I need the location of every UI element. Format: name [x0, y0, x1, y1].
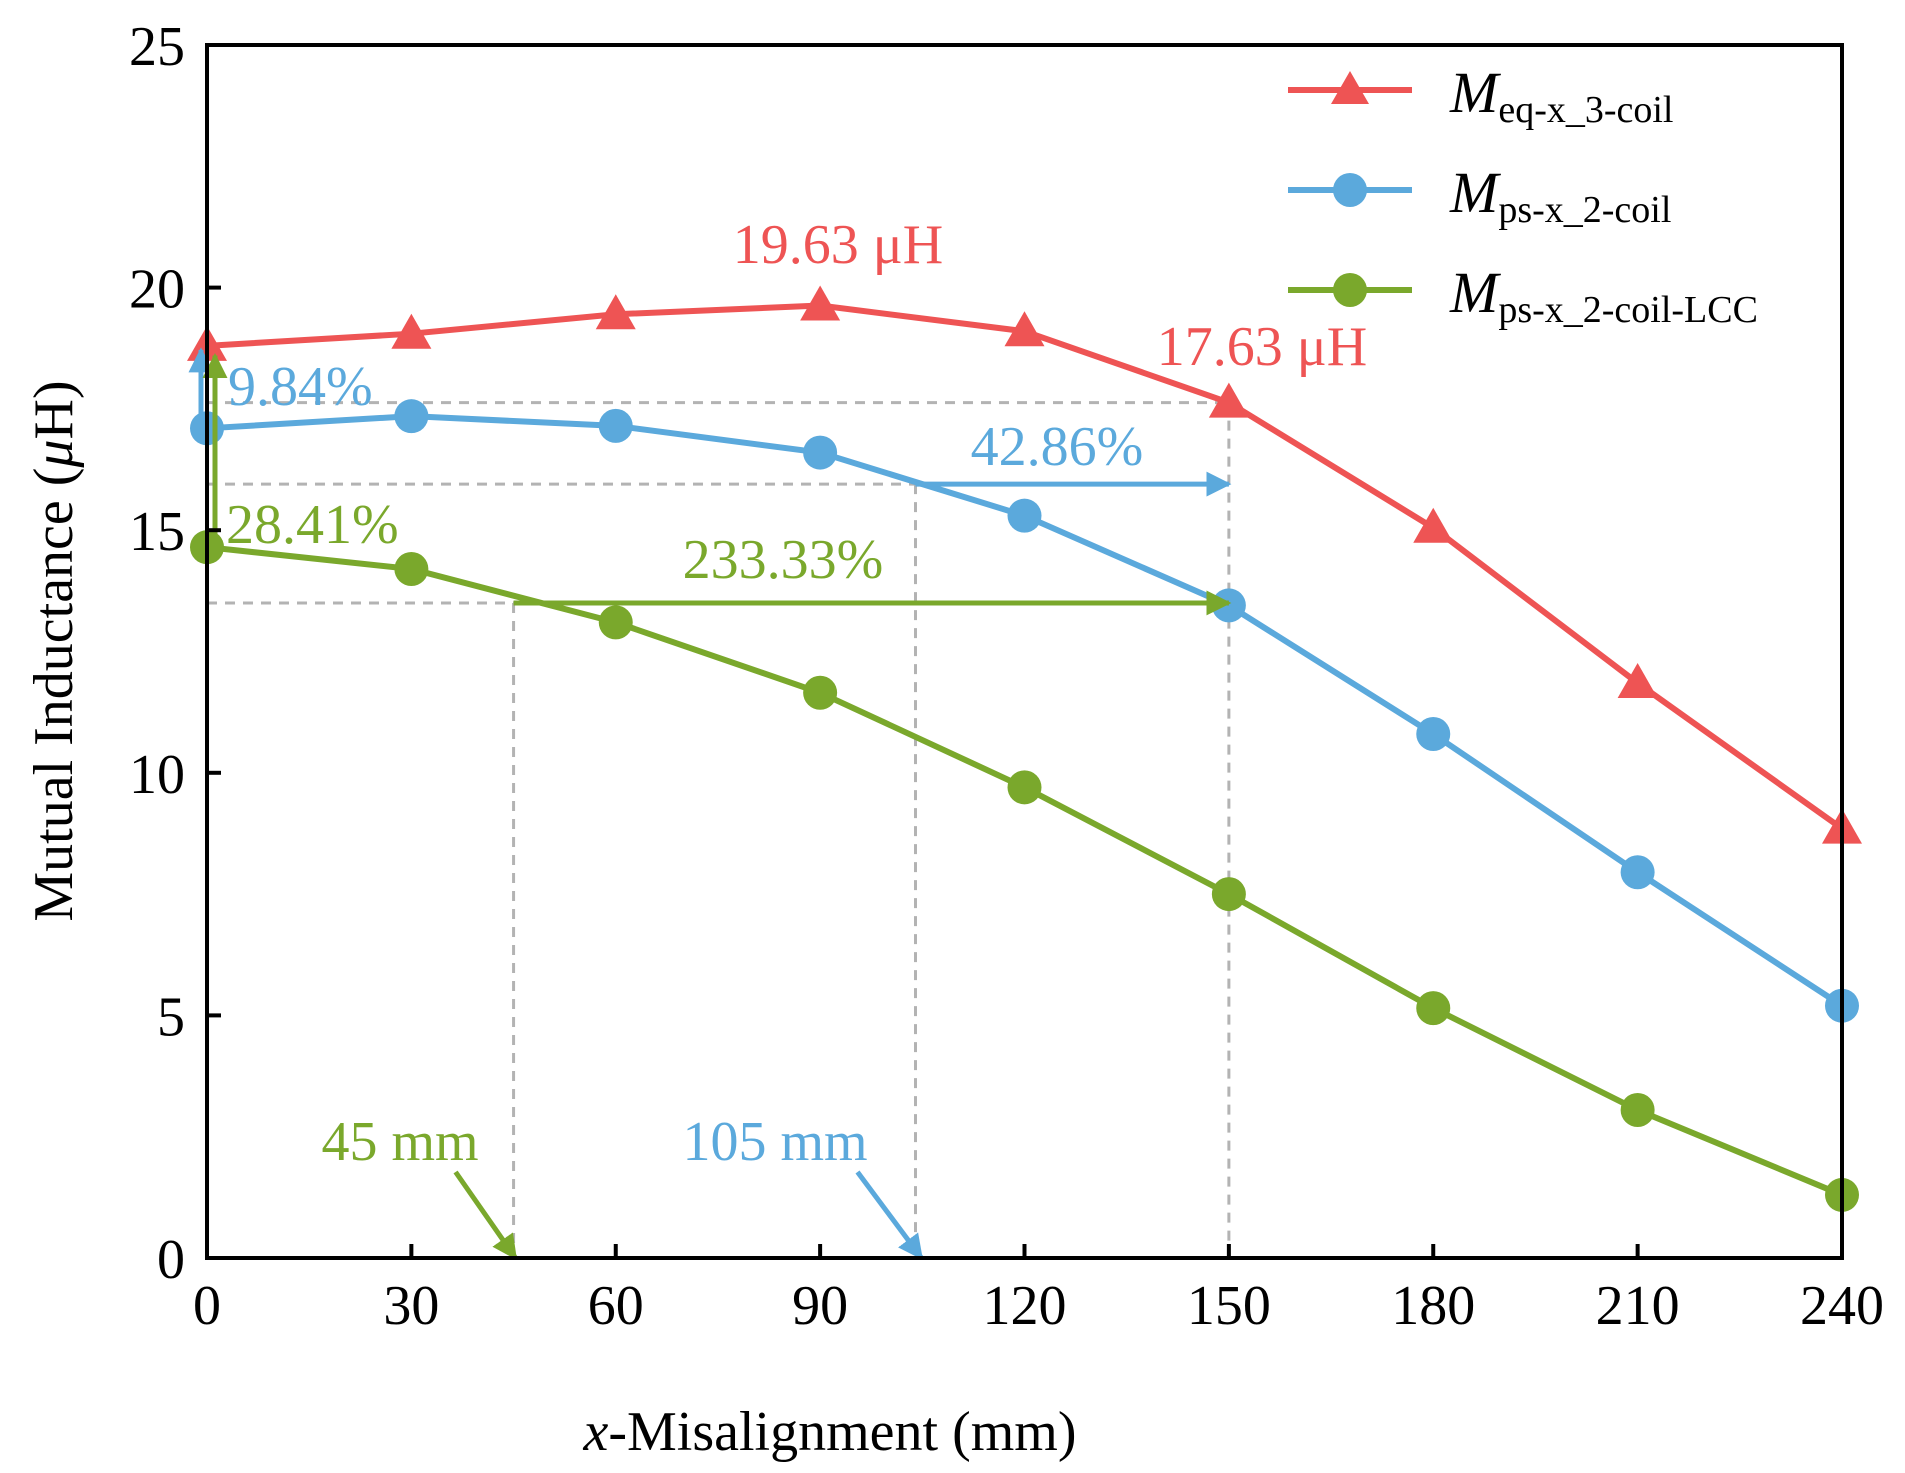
data-point: [1416, 991, 1451, 1026]
blue-drop-percent-label: 9.84%: [228, 356, 373, 418]
legend-label-mps-main: M: [1449, 160, 1501, 225]
dashed-guide-lines: [207, 401, 1231, 1258]
data-point: [598, 605, 633, 640]
y-tick-label: 10: [129, 744, 185, 806]
data-point: [1413, 507, 1454, 543]
x-tick-label: 180: [1391, 1275, 1475, 1337]
data-point: [394, 399, 429, 434]
data-point: [598, 408, 633, 443]
x-tick-label: 60: [588, 1275, 644, 1337]
svg-text:Mps-x_2-coil-LCC: Mps-x_2-coil-LCC: [1449, 260, 1758, 331]
x-tick-label: 90: [792, 1275, 848, 1337]
data-point: [803, 435, 838, 470]
series-2: [190, 530, 1859, 1212]
x-tick-label: 150: [1187, 1275, 1271, 1337]
data-point: [391, 313, 432, 349]
y-axis-title-main: Mutual Inductance (: [23, 468, 85, 922]
data-point: [1208, 382, 1249, 418]
x-tick-label: 0: [193, 1275, 221, 1337]
data-point: [1211, 877, 1246, 912]
data-point: [1004, 311, 1045, 347]
data-point: [1007, 770, 1042, 805]
data-point: [595, 294, 636, 330]
data-point: [1620, 855, 1655, 890]
value-at-150-label: 17.63 μH: [1157, 316, 1367, 378]
data-point: [803, 675, 838, 710]
y-tick-label: 20: [129, 259, 185, 321]
legend-triangle-marker: [1331, 71, 1369, 104]
x-axis-title: x-Misalignment (mm): [582, 1401, 1076, 1463]
peak-value-label: 19.63 μH: [733, 214, 943, 276]
x-axis-title-var: x: [582, 1401, 608, 1463]
legend: Meq-x_3-coil Mps-x_2-coil Mps-x_2-coil-L…: [1288, 60, 1758, 331]
y-tick-label: 25: [129, 16, 185, 78]
series-line: [206, 302, 1844, 832]
data-point: [1620, 1093, 1655, 1128]
legend-circle-marker: [1333, 173, 1367, 207]
data-point: [1617, 663, 1658, 699]
green-x-value-label: 45 mm: [321, 1111, 478, 1173]
data-point: [800, 285, 841, 321]
data-point: [1416, 716, 1451, 751]
x-axis-title-rest: -Misalignment (mm): [608, 1401, 1076, 1463]
legend-entry-mps-2coil: Mps-x_2-coil: [1288, 160, 1671, 231]
blue-x-value-label: 105 mm: [682, 1111, 867, 1173]
series-line: [206, 544, 1844, 1198]
y-tick-label: 15: [129, 501, 185, 563]
legend-label-mps-sub: ps-x_2-coil: [1498, 189, 1671, 231]
blue-gain-percent-label: 42.86%: [971, 416, 1144, 478]
y-axis-title-close: H): [23, 380, 85, 439]
legend-circle-marker: [1333, 273, 1367, 307]
legend-label-lcc-sub: ps-x_2-coil-LCC: [1498, 289, 1758, 331]
green-gain-percent-label: 233.33%: [683, 529, 884, 591]
legend-label-lcc-main: M: [1449, 260, 1501, 325]
green-drop-percent-label: 28.41%: [226, 494, 399, 556]
y-axis-title: Mutual Inductance (μH): [23, 380, 85, 921]
svg-text:Mps-x_2-coil: Mps-x_2-coil: [1449, 160, 1671, 231]
legend-entry-mps-lcc: Mps-x_2-coil-LCC: [1288, 260, 1758, 331]
y-tick-label: 0: [157, 1229, 185, 1291]
green-x-arrow: [453, 1170, 518, 1261]
y-tick-label: 5: [157, 986, 185, 1048]
blue-x-arrow: [855, 1170, 924, 1261]
x-tick-label: 120: [983, 1275, 1067, 1337]
svg-text:Meq-x_3-coil: Meq-x_3-coil: [1449, 60, 1673, 131]
legend-label-meq-main: M: [1449, 60, 1501, 125]
x-tick-label: 240: [1800, 1275, 1884, 1337]
series-1: [190, 399, 1859, 1023]
data-point: [394, 552, 429, 587]
data-point: [1007, 498, 1042, 533]
x-tick-label: 210: [1596, 1275, 1680, 1337]
series-0: [187, 285, 1862, 844]
axis-ticks: 0 30 60 90 120 150 180 210 240 0 5 10 15 20 25: [129, 16, 1884, 1337]
legend-entry-meq: Meq-x_3-coil: [1288, 60, 1673, 131]
y-axis-title-unit: μ: [23, 439, 85, 468]
x-tick-label: 30: [383, 1275, 439, 1337]
legend-label-meq-sub: eq-x_3-coil: [1498, 89, 1673, 131]
annotation-arrows: [188, 347, 1232, 1261]
